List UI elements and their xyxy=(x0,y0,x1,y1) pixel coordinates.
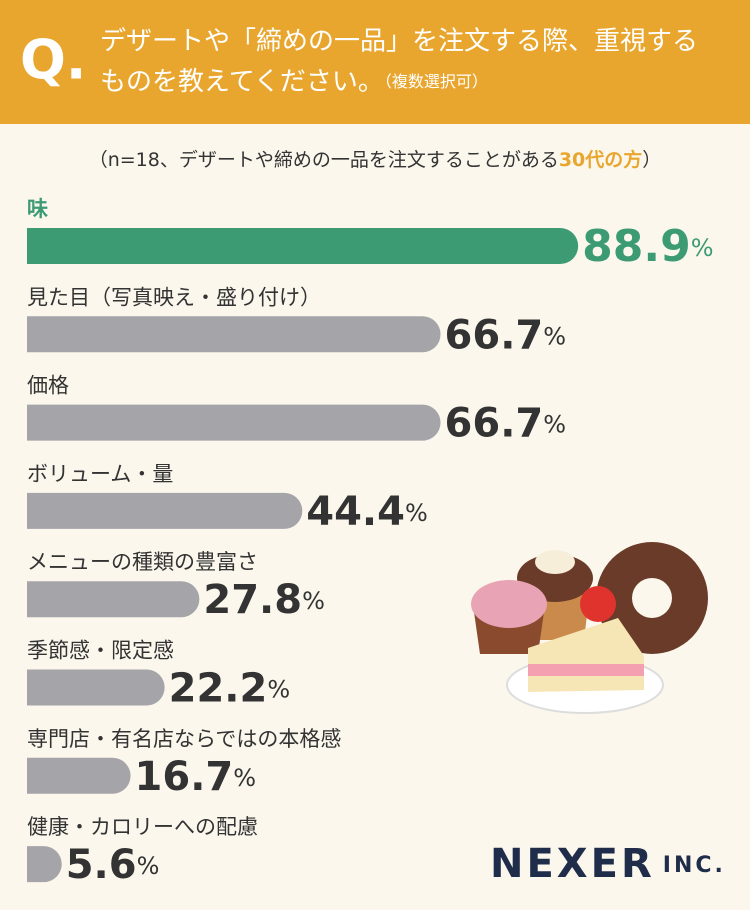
value-unit: % xyxy=(543,322,566,350)
title-line: デザートや「締めの一品」を注文する際、重視する xyxy=(100,27,698,57)
value-label: 5.6% xyxy=(66,842,160,888)
category-label: 味 xyxy=(27,197,48,221)
bar xyxy=(27,757,131,794)
value-number: 22.2 xyxy=(169,666,268,712)
value-number: 27.8 xyxy=(203,577,302,623)
subtitle: （n=18、デザートや締めの一品を注文することがある xyxy=(89,149,559,171)
logo: NEXER xyxy=(490,841,655,887)
category-label: メニューの種類の豊富さ xyxy=(27,550,258,574)
value-unit: % xyxy=(543,411,566,439)
category-label: 健康・カロリーへの配慮 xyxy=(27,815,258,839)
header xyxy=(0,0,750,124)
value-label: 44.4% xyxy=(306,489,428,535)
category-label: 季節感・限定感 xyxy=(27,639,174,663)
value-unit: % xyxy=(691,234,714,262)
subtitle-highlight: 30代の方 xyxy=(559,148,642,171)
value-unit: % xyxy=(137,852,160,880)
value-number: 44.4 xyxy=(306,489,405,535)
category-label: 価格 xyxy=(27,374,69,398)
category-label: ボリューム・量 xyxy=(27,462,173,486)
value-number: 88.9 xyxy=(582,221,691,272)
title-line: ものを教えてください。（複数選択可） xyxy=(100,67,488,97)
logo: NEXER INC. xyxy=(490,841,726,887)
bar xyxy=(27,581,200,618)
value-unit: % xyxy=(302,587,325,615)
bar xyxy=(27,846,62,883)
value-label: 27.8% xyxy=(203,577,325,623)
bar xyxy=(27,316,441,353)
illustration xyxy=(471,542,708,714)
subtitle: ） xyxy=(642,149,661,171)
bar xyxy=(27,228,579,264)
value-unit: % xyxy=(405,499,428,527)
category-label: 見た目（写真映え・盛り付け） xyxy=(27,285,321,309)
bar xyxy=(27,492,303,529)
note: （複数選択可） xyxy=(384,72,488,91)
bar xyxy=(27,669,165,706)
value-number: 5.6 xyxy=(66,842,137,888)
value-unit: % xyxy=(233,764,256,792)
value-number: 16.7 xyxy=(135,754,234,800)
title-line: ものを教えてください。 xyxy=(100,67,384,97)
value-unit: % xyxy=(267,676,290,704)
logo-suffix: INC. xyxy=(663,853,726,878)
category-label: 専門店・有名店ならではの本格感 xyxy=(27,727,341,751)
value-label: 22.2% xyxy=(169,666,291,712)
bar xyxy=(27,404,441,441)
value-label: 16.7% xyxy=(135,754,257,800)
subtitle: （n=18、デザートや締めの一品を注文することがある30代の方） xyxy=(89,148,662,171)
value-number: 66.7 xyxy=(445,401,544,447)
value-number: 66.7 xyxy=(445,312,544,358)
value-label: 88.9% xyxy=(582,221,713,272)
question-label: Q. xyxy=(20,29,86,92)
value-label: 66.7% xyxy=(445,401,567,447)
value-label: 66.7% xyxy=(445,312,567,358)
